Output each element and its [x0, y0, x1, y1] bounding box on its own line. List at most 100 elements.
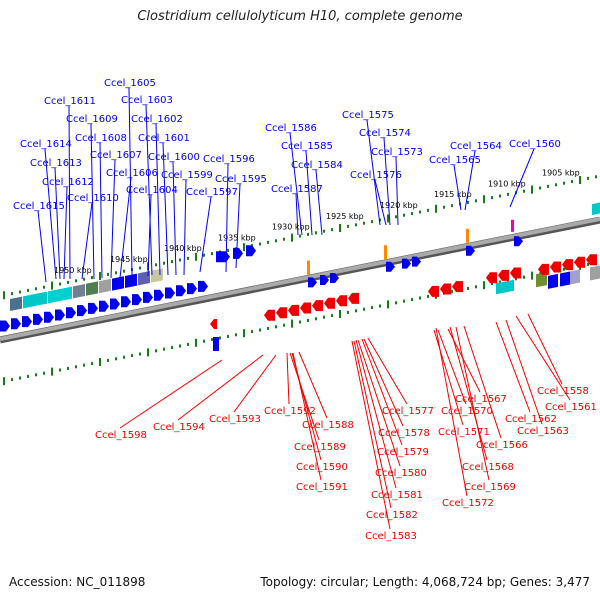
label-leader-line [44, 148, 57, 280]
gene-label-ccel-1575: Ccel_1575 [342, 110, 394, 121]
feature-box [592, 202, 600, 216]
label-leader-line [233, 354, 277, 413]
label-leader-line [128, 87, 133, 277]
gene-label-ccel-1593: Ccel_1593 [209, 414, 261, 425]
gene-label-ccel-1606: Ccel_1606 [106, 168, 158, 179]
label-leader-line [292, 352, 322, 481]
gene-label-ccel-1561: Ccel_1561 [545, 402, 597, 413]
label-leader-line [455, 326, 490, 481]
label-leader-line [435, 327, 468, 497]
scale-track-top: 1950 kbp 1945 kbp 1940 kbp 1935 kbp 1930 kbp… [3, 169, 597, 300]
label-leader-line [147, 194, 152, 277]
gene-label-ccel-1558: Ccel_1558 [537, 386, 589, 397]
scale-tick-label: 1925 kbp [326, 212, 364, 221]
forward-gene-arrow [514, 236, 523, 247]
pseudo-gene-marker [511, 219, 514, 232]
forward-gene-arrow [33, 313, 43, 325]
scale-tick-label: 1920 kbp [380, 201, 418, 210]
rna-gene-marker [384, 245, 387, 260]
forward-gene-arrow [143, 291, 153, 303]
feature-box [151, 268, 163, 283]
forward-gene-arrow [44, 311, 54, 323]
label-leader-line [90, 123, 95, 280]
forward-gene-arrow [176, 285, 186, 297]
label-leader-line [183, 179, 187, 276]
forward-gene-arrow [11, 318, 21, 330]
forward-gene-arrow [66, 307, 76, 319]
gene-label-ccel-1600: Ccel_1600 [148, 152, 200, 163]
gene-label-ccel-1608: Ccel_1608 [75, 133, 127, 144]
feature-box [23, 291, 47, 309]
forward-gene-arrow [132, 294, 142, 306]
gene-label-ccel-1581: Ccel_1581 [371, 490, 423, 501]
feature-track [0, 202, 600, 351]
gene-label-ccel-1578: Ccel_1578 [378, 428, 430, 439]
gene-label-ccel-1601: Ccel_1601 [138, 133, 190, 144]
label-leader-line [449, 326, 488, 461]
label-leader-line [355, 339, 397, 489]
label-leader-line [289, 352, 320, 441]
reverse-gene-arrow [210, 319, 217, 329]
feature-box [73, 284, 85, 299]
gene-label-ccel-1614: Ccel_1614 [20, 139, 72, 150]
label-leader-line [145, 104, 153, 276]
reverse-gene-arrow [276, 307, 287, 319]
feature-box [536, 272, 547, 288]
reverse-gene-arrow [550, 261, 561, 273]
reverse-gene-arrow [486, 272, 497, 284]
feature-box [48, 286, 72, 304]
forward-gene-arrow [99, 300, 109, 312]
gene-label-ccel-1605: Ccel_1605 [104, 78, 156, 89]
label-leader-line [298, 351, 328, 419]
label-leader-line [37, 210, 47, 283]
gene-label-ccel-1566: Ccel_1566 [476, 440, 528, 451]
scale-tick-label: 1940 kbp [164, 244, 202, 253]
gene-label-ccel-1589: Ccel_1589 [294, 442, 346, 453]
gene-label-ccel-1592: Ccel_1592 [264, 406, 316, 417]
feature-box [112, 276, 124, 291]
forward-gene-arrow [320, 275, 329, 285]
gene-label-ccel-1613: Ccel_1613 [30, 158, 82, 169]
label-leader-line [453, 164, 462, 211]
gene-label-ccel-1603: Ccel_1603 [121, 95, 173, 106]
backbone-line [0, 217, 600, 341]
scale-tick-label: 1905 kbp [542, 169, 580, 178]
gene-label-ccel-1560: Ccel_1560 [509, 139, 561, 150]
forward-gene-arrow [308, 277, 317, 288]
gene-label-ccel-1602: Ccel_1602 [131, 114, 183, 125]
forward-gene-arrow [198, 280, 208, 292]
forward-gene-arrow [88, 302, 98, 314]
reverse-gene-arrow [264, 309, 275, 321]
reverse-gene-arrow [312, 300, 323, 312]
forward-gene-arrow [233, 247, 243, 259]
label-leader-line [99, 142, 103, 279]
gene-label-ccel-1573: Ccel_1573 [371, 147, 423, 158]
gene-label-ccel-1570: Ccel_1570 [441, 406, 493, 417]
label-leader-line [374, 179, 387, 226]
label-leader-line [286, 352, 290, 405]
accession-label: Accession: NC_011898 [9, 575, 146, 589]
gene-label-ccel-1565: Ccel_1565 [429, 155, 481, 166]
label-leader-line [509, 148, 535, 208]
forward-gene-arrow [466, 245, 475, 256]
forward-gene-arrow [246, 245, 256, 257]
genome-backbone [0, 216, 600, 344]
gene-label-ccel-1569: Ccel_1569 [464, 482, 516, 493]
gene-label-ccel-1583: Ccel_1583 [365, 531, 417, 542]
label-leader-line [463, 325, 502, 439]
label-leader-line [505, 319, 543, 425]
scale-tick-label: 1935 kbp [218, 233, 256, 242]
gene-label-ccel-1598: Ccel_1598 [95, 430, 147, 441]
forward-gene-arrow [0, 320, 10, 332]
label-leader-line [295, 193, 299, 236]
gene-label-ccel-1568: Ccel_1568 [462, 462, 514, 473]
forward-gene-arrow [121, 296, 131, 308]
gene-label-ccel-1599: Ccel_1599 [161, 170, 213, 181]
gene-label-ccel-1580: Ccel_1580 [375, 468, 427, 479]
gene-label-ccel-1571: Ccel_1571 [438, 427, 490, 438]
forward-gene-arrow [77, 305, 87, 317]
label-leader-line [495, 321, 531, 413]
reverse-gene-arrow [440, 283, 451, 295]
